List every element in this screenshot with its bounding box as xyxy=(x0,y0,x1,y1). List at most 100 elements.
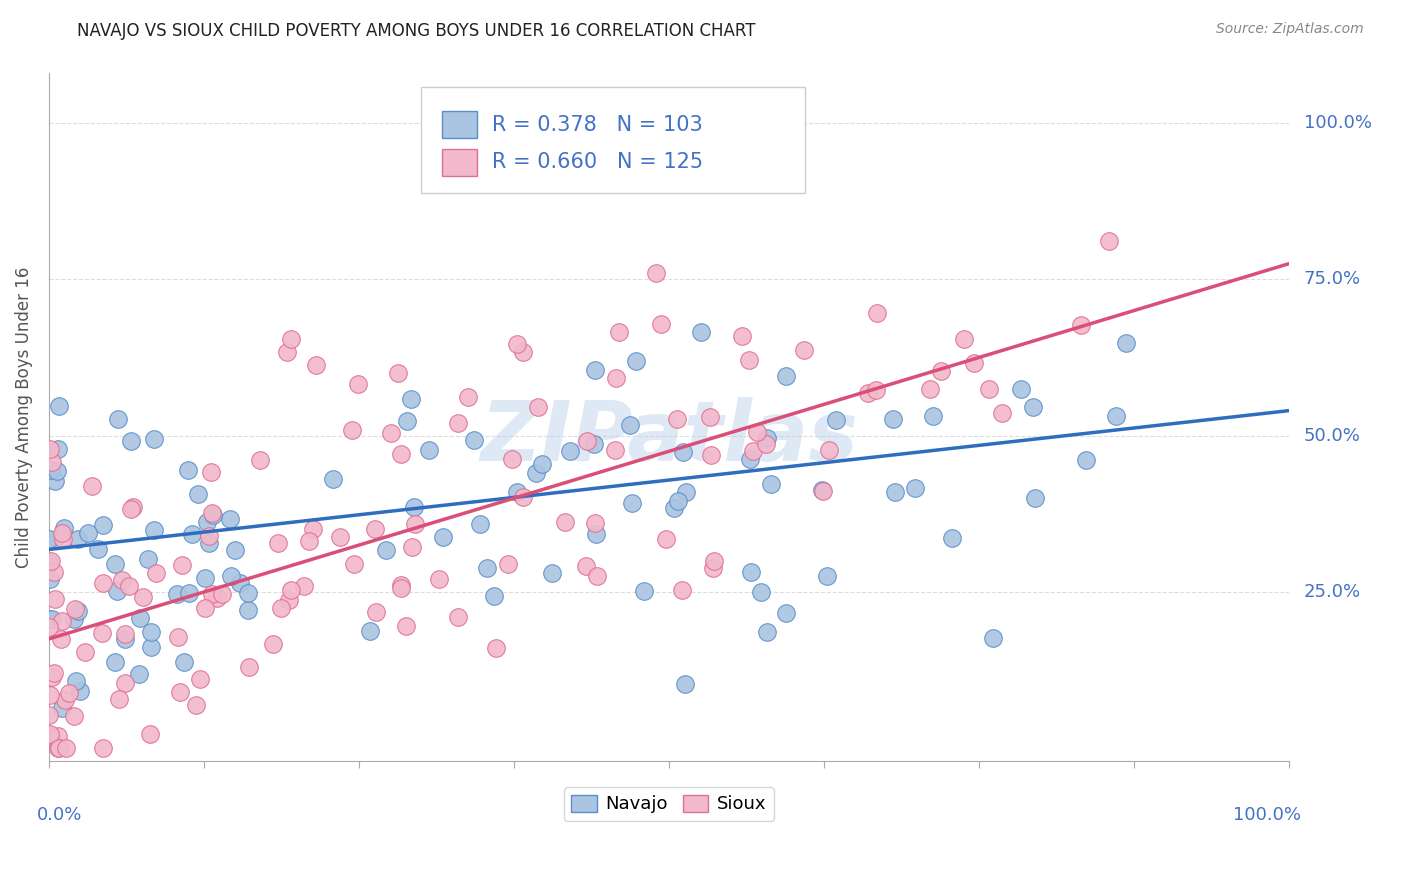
Text: 100.0%: 100.0% xyxy=(1233,805,1301,823)
Point xyxy=(343,557,366,571)
Point xyxy=(675,484,697,499)
Point xyxy=(305,359,328,373)
Point xyxy=(664,501,686,516)
Point xyxy=(749,585,772,599)
Point xyxy=(49,632,72,646)
Point xyxy=(811,483,834,497)
Point xyxy=(1115,336,1137,351)
Point xyxy=(941,531,963,545)
Point xyxy=(177,586,200,600)
Point xyxy=(731,329,754,343)
Text: NAVAJO VS SIOUX CHILD POVERTY AMONG BOYS UNDER 16 CORRELATION CHART: NAVAJO VS SIOUX CHILD POVERTY AMONG BOYS… xyxy=(77,22,756,40)
Point xyxy=(38,619,60,633)
Point xyxy=(66,532,89,546)
Point xyxy=(122,500,145,514)
Point xyxy=(904,481,927,495)
Point xyxy=(1024,491,1046,505)
Point xyxy=(586,568,609,582)
Point xyxy=(249,453,271,467)
Point xyxy=(132,591,155,605)
Point xyxy=(531,457,554,471)
Point xyxy=(62,708,84,723)
Text: Source: ZipAtlas.com: Source: ZipAtlas.com xyxy=(1216,22,1364,37)
Point xyxy=(364,522,387,536)
Point xyxy=(39,554,62,568)
Point xyxy=(142,523,165,537)
Text: 0.0%: 0.0% xyxy=(37,805,82,823)
Point xyxy=(42,665,65,680)
Point xyxy=(554,516,576,530)
Point xyxy=(990,405,1012,419)
Point xyxy=(583,437,606,451)
Point xyxy=(447,610,470,624)
Bar xyxy=(441,149,477,176)
Point xyxy=(672,445,695,459)
Point xyxy=(981,632,1004,646)
Point xyxy=(91,625,114,640)
Point xyxy=(815,568,838,582)
Point xyxy=(755,431,778,445)
Point xyxy=(740,452,762,467)
Point xyxy=(184,698,207,712)
Point xyxy=(1022,400,1045,414)
Point xyxy=(645,266,668,280)
Point xyxy=(512,490,534,504)
Point xyxy=(346,376,368,391)
Point xyxy=(884,485,907,500)
Point xyxy=(39,442,62,456)
Point xyxy=(1097,235,1119,249)
Point xyxy=(48,400,70,414)
Point xyxy=(238,602,260,616)
Point xyxy=(619,418,641,433)
Point xyxy=(238,660,260,674)
FancyBboxPatch shape xyxy=(420,87,806,194)
Point xyxy=(77,525,100,540)
Point xyxy=(666,494,689,508)
Point xyxy=(198,529,221,543)
Point xyxy=(120,501,142,516)
Point xyxy=(394,619,416,633)
Point xyxy=(342,423,364,437)
Point xyxy=(143,432,166,446)
Point xyxy=(329,530,352,544)
Point xyxy=(470,517,492,532)
Point xyxy=(41,670,63,684)
Point xyxy=(46,442,69,457)
Point xyxy=(52,521,75,535)
Point xyxy=(201,506,224,520)
Point xyxy=(432,530,454,544)
Point xyxy=(136,551,159,566)
Point xyxy=(650,317,672,331)
Point xyxy=(87,542,110,557)
Point xyxy=(741,444,763,458)
Point xyxy=(526,400,548,414)
Point xyxy=(138,727,160,741)
Point xyxy=(219,512,242,526)
Text: R = 0.660   N = 125: R = 0.660 N = 125 xyxy=(492,153,703,172)
Point xyxy=(364,605,387,619)
Point xyxy=(139,625,162,640)
Point xyxy=(626,354,648,368)
Point xyxy=(51,614,73,628)
Point xyxy=(666,412,689,426)
Text: 50.0%: 50.0% xyxy=(1303,426,1361,445)
Point xyxy=(463,433,485,447)
Point xyxy=(775,607,797,621)
Point xyxy=(69,684,91,698)
Text: 75.0%: 75.0% xyxy=(1303,270,1361,288)
Point xyxy=(952,332,974,346)
Point xyxy=(104,656,127,670)
Point xyxy=(38,557,60,571)
Point xyxy=(294,579,316,593)
Point xyxy=(194,601,217,615)
Point xyxy=(389,578,412,592)
Point xyxy=(120,434,142,448)
Text: R = 0.378   N = 103: R = 0.378 N = 103 xyxy=(492,114,703,135)
Point xyxy=(104,557,127,571)
Point xyxy=(1104,409,1126,424)
Point xyxy=(280,332,302,346)
Point xyxy=(620,496,643,510)
Point xyxy=(484,589,506,603)
Point xyxy=(188,672,211,686)
Point xyxy=(48,741,70,756)
